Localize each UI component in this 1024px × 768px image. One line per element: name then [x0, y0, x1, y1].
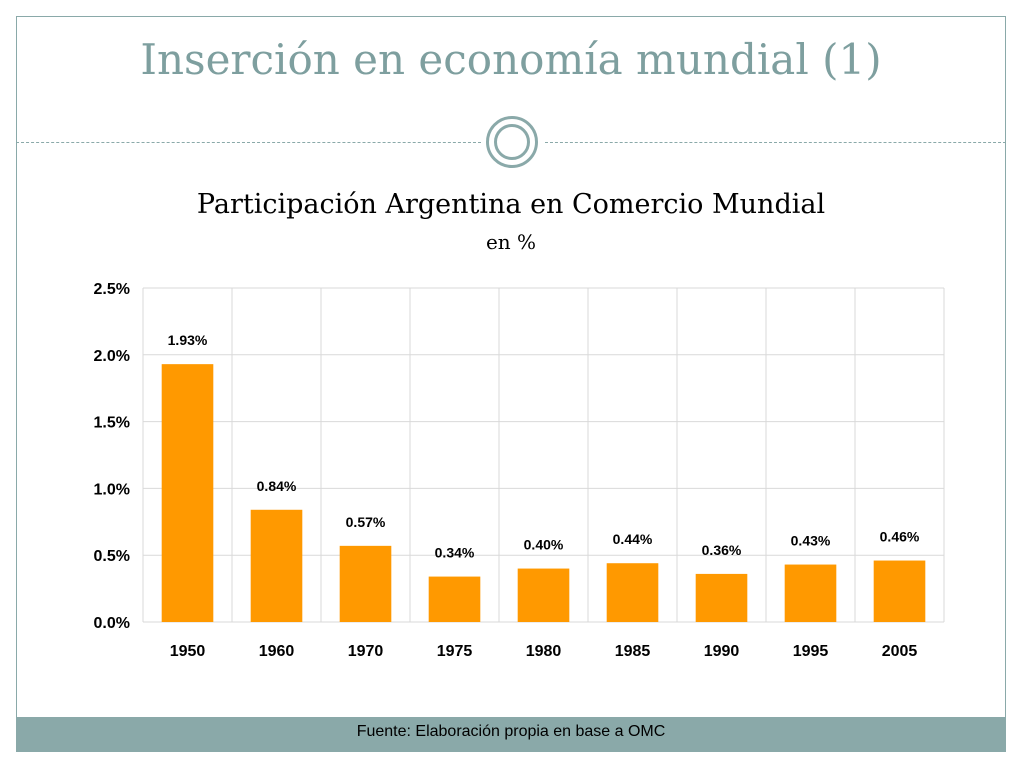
- data-label: 0.34%: [435, 545, 475, 561]
- x-tick-label: 1960: [259, 643, 295, 660]
- x-tick-label: 1980: [526, 643, 562, 660]
- data-label: 0.40%: [524, 537, 564, 553]
- bar: [695, 573, 748, 622]
- bar: [250, 509, 303, 622]
- x-tick-label: 1950: [170, 643, 206, 660]
- data-label: 0.84%: [257, 478, 297, 494]
- y-tick-label: 0.5%: [94, 548, 130, 565]
- data-label: 0.44%: [613, 531, 653, 547]
- bar: [517, 568, 570, 622]
- title-divider-right: [545, 142, 1006, 143]
- y-tick-label: 2.5%: [94, 281, 130, 298]
- slide-title: Inserción en economía mundial (1): [140, 35, 882, 84]
- title-divider-left: [16, 142, 481, 143]
- y-tick-label: 1.5%: [94, 415, 130, 432]
- x-tick-label: 1975: [437, 643, 473, 660]
- y-tick-label: 2.0%: [94, 348, 130, 365]
- circle-ornament-icon: [486, 116, 538, 168]
- x-tick-label: 2005: [882, 643, 918, 660]
- x-tick-label: 1995: [793, 643, 829, 660]
- source-footer: Fuente: Elaboración propia en base a OMC: [16, 717, 1006, 751]
- bar: [161, 364, 214, 622]
- x-tick-label: 1985: [615, 643, 651, 660]
- bar: [428, 576, 481, 622]
- data-label: 1.93%: [168, 332, 208, 348]
- chart-subtitle: en %: [485, 230, 537, 254]
- data-label: 0.46%: [880, 529, 920, 545]
- data-label: 0.36%: [702, 542, 742, 558]
- x-tick-label: 1970: [348, 643, 384, 660]
- x-tick-label: 1990: [704, 643, 740, 660]
- y-tick-label: 1.0%: [94, 481, 130, 498]
- data-label: 0.57%: [346, 514, 386, 530]
- data-label: 0.43%: [791, 533, 831, 549]
- bar: [873, 560, 926, 622]
- y-tick-label: 0.0%: [94, 615, 130, 632]
- chart-title: Participación Argentina en Comercio Mund…: [196, 189, 826, 220]
- bar: [339, 545, 392, 622]
- bar: [606, 563, 659, 622]
- bar: [784, 564, 837, 622]
